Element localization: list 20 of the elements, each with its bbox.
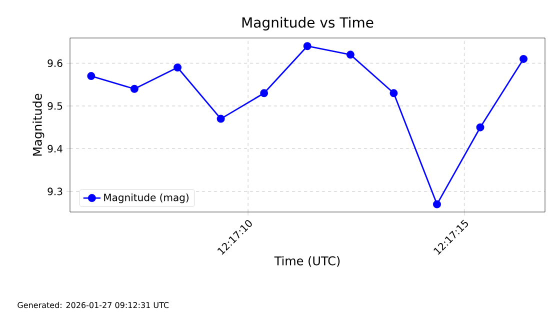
y-tick-label: 9.5 (48, 102, 62, 110)
point (130, 84, 138, 93)
y-tick-label: 9.3 (48, 188, 62, 196)
point (520, 54, 528, 63)
y-tick-label: 9.6 (48, 59, 62, 68)
point (476, 123, 484, 132)
point (260, 89, 268, 98)
legend-label: Magnitude (mag) (104, 193, 188, 204)
chart-title: Magnitude vs Time (242, 16, 374, 30)
point (216, 114, 225, 123)
y-axis-title: Magnitude (32, 94, 44, 156)
point (303, 42, 312, 50)
point (390, 89, 398, 98)
point (432, 200, 441, 208)
x-axis-title: Time (UTC) (274, 256, 340, 267)
y-tick-label: 9.4 (48, 144, 62, 153)
point (346, 50, 354, 59)
point (174, 63, 182, 72)
point (87, 72, 96, 80)
text: Generated: 2026-01-27 09:12:31 UTC (18, 302, 169, 308)
